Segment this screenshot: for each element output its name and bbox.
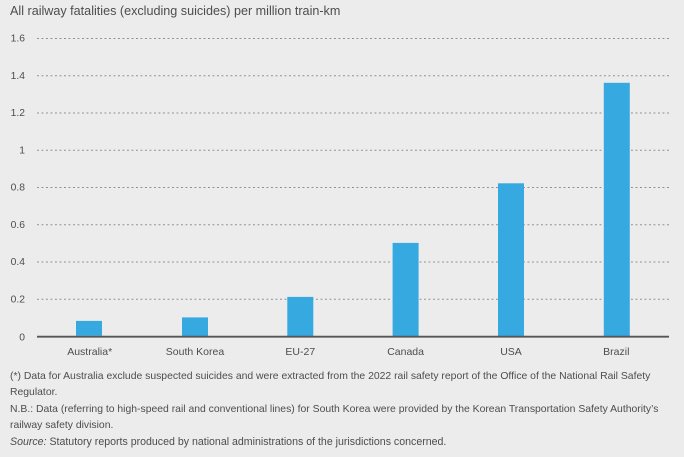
svg-text:1.4: 1.4: [11, 71, 26, 82]
svg-text:1.6: 1.6: [11, 34, 26, 45]
svg-text:Australia*: Australia*: [67, 346, 112, 358]
svg-text:EU-27: EU-27: [285, 346, 315, 358]
svg-text:0.8: 0.8: [11, 183, 26, 194]
svg-text:0.4: 0.4: [11, 257, 26, 268]
svg-text:1: 1: [19, 145, 25, 156]
svg-text:South Korea: South Korea: [166, 346, 225, 358]
svg-text:1.2: 1.2: [11, 108, 26, 119]
svg-text:Canada: Canada: [387, 346, 424, 358]
svg-text:0.6: 0.6: [11, 220, 26, 231]
svg-text:0.2: 0.2: [11, 294, 26, 305]
svg-text:Brazil: Brazil: [603, 346, 629, 358]
svg-text:USA: USA: [500, 346, 522, 358]
svg-text:0: 0: [19, 332, 25, 343]
